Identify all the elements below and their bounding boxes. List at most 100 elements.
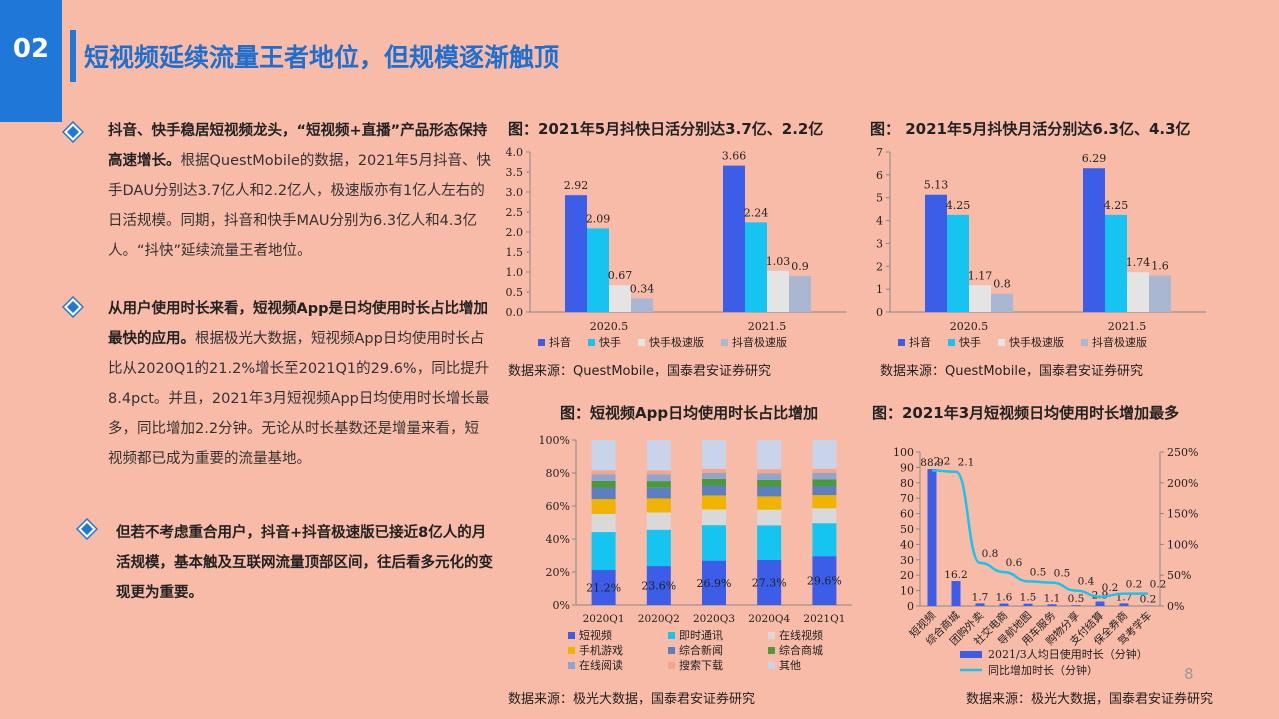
stack-seg-4-4 xyxy=(812,486,837,496)
y-tick-label: 10 xyxy=(900,585,914,598)
bar-data-label: 1.6 xyxy=(996,592,1013,604)
time-increase-combo-chart: 0 10 20 30 40 50 60 70 80 90 100 0% 50% 100% 150% 200% 2… xyxy=(893,446,1198,677)
legend-swatch xyxy=(568,632,575,639)
stack-data-label: 27.3% xyxy=(752,576,787,589)
bar-data-label: 1.74 xyxy=(1126,256,1151,269)
y-tick-label: 0.0 xyxy=(506,306,524,319)
stack-seg-4-1 xyxy=(812,523,837,557)
y-tick-label: 80% xyxy=(546,467,570,480)
bar-1-3 xyxy=(1149,275,1171,312)
bar-data-label: 0.8 xyxy=(993,278,1011,291)
stack-seg-0-8 xyxy=(591,440,616,471)
y-tick-label: 0% xyxy=(553,599,570,612)
legend-swatch xyxy=(638,339,645,346)
y-tick-label: 3 xyxy=(876,237,883,250)
line-data-label: 0.5 xyxy=(1030,566,1047,578)
bar-data-label: 1.17 xyxy=(968,269,993,282)
bullet-1-text: 根据QuestMobile的数据，2021年5月抖音、快手DAU分别达3.7亿人… xyxy=(108,153,491,259)
stack-seg-3-6 xyxy=(757,473,782,480)
stack-seg-4-6 xyxy=(812,473,837,480)
page-number: 8 xyxy=(1184,665,1194,683)
bar-data-label: 0.5 xyxy=(1068,593,1085,605)
y2-tick-label: 150% xyxy=(1167,508,1198,521)
y-tick-label: 0 xyxy=(907,600,914,613)
x-tick-label: 2020.5 xyxy=(950,320,989,333)
stack-seg-2-1 xyxy=(702,525,726,561)
chart-4-title: 图：2021年3月短视频日均使用时长增加最多 xyxy=(872,404,1180,422)
legend-swatch xyxy=(768,647,775,654)
chart-4-source: 数据来源：极光大数据，国泰君安证券研究 xyxy=(966,692,1214,707)
legend-label: 综合商城 xyxy=(779,643,823,657)
stack-seg-3-3 xyxy=(757,496,782,510)
y-tick-label: 60% xyxy=(546,500,570,513)
bar-data-label: 0.2 xyxy=(1140,594,1157,606)
line-data-label: 0.2 xyxy=(1150,579,1167,591)
slide-title: 短视频延续流量王者地位，但规模逐渐触顶 xyxy=(84,43,560,72)
stack-seg-3-1 xyxy=(757,525,782,560)
legend-label: 同比增加时长（分钟） xyxy=(988,663,1098,677)
legend-label: 快手 xyxy=(599,335,621,349)
stack-data-label: 26.9% xyxy=(697,577,732,590)
chart-2-title: 图： 2021年5月抖快月活分别达6.3亿、4.3亿 xyxy=(870,120,1191,138)
stack-seg-2-5 xyxy=(702,478,726,486)
stack-seg-0-2 xyxy=(591,513,616,533)
bar-data-label: 16.2 xyxy=(944,569,967,581)
y-tick-label: 5 xyxy=(876,192,883,205)
y2-tick-label: 0% xyxy=(1167,600,1184,613)
combo-bar-4 xyxy=(1023,603,1033,606)
y2-tick-label: 200% xyxy=(1167,477,1198,490)
y-tick-label: 7 xyxy=(876,146,883,159)
stack-seg-2-7 xyxy=(702,468,726,473)
y-tick-label: 2.0 xyxy=(506,226,524,239)
dau-bar-chart: 0.00.51.01.52.02.53.03.54.02.922.090.670… xyxy=(506,146,846,349)
stack-seg-1-8 xyxy=(646,440,671,471)
y-tick-label: 30 xyxy=(900,554,914,567)
legend-swatch xyxy=(721,339,728,346)
legend-swatch xyxy=(538,339,545,346)
bar-0-0 xyxy=(925,194,947,312)
y-tick-label: 40 xyxy=(900,538,914,551)
stack-seg-3-0 xyxy=(757,559,782,605)
legend-swatch xyxy=(948,339,955,346)
stack-seg-3-2 xyxy=(757,509,782,526)
y-tick-label: 1.0 xyxy=(506,266,524,279)
stack-seg-0-0 xyxy=(591,570,616,605)
y-tick-label: 3.5 xyxy=(506,166,524,179)
bar-0-0 xyxy=(565,195,587,312)
bar-data-label: 1.5 xyxy=(1020,592,1037,604)
increase-line xyxy=(931,469,1148,599)
y-tick-label: 0 xyxy=(876,306,883,319)
y-tick-label: 1 xyxy=(876,283,883,296)
legend-swatch xyxy=(568,647,575,654)
bar-1-0 xyxy=(1083,168,1105,312)
bar-1-2 xyxy=(1127,272,1149,312)
bar-data-label: 4.25 xyxy=(946,199,971,212)
bar-0-3 xyxy=(991,293,1013,312)
bullet-1: 抖音、快手稳居短视频龙头，“短视频+直播”产品形态保持高速增长。根据QuestM… xyxy=(108,116,492,266)
bar-data-label: 1.1 xyxy=(1044,592,1061,604)
y-tick-label: 60 xyxy=(900,508,914,521)
legend-label: 快手 xyxy=(959,335,981,349)
bullet-2-text: 根据极光大数据，短视频App日均使用时长占比从2020Q1的21.2%增长至20… xyxy=(108,331,490,467)
line-data-label: 2.1 xyxy=(958,457,975,469)
combo-bar-2 xyxy=(975,603,985,606)
stack-seg-2-4 xyxy=(702,485,726,496)
stack-seg-1-0 xyxy=(646,566,671,605)
bullet-2: 从用户使用时长来看，短视频App是日均使用时长占比增加最快的应用。根据极光大数据… xyxy=(108,294,492,474)
line-data-label: 0.2 xyxy=(1126,579,1143,591)
y-tick-label: 4 xyxy=(876,215,883,228)
y-tick-label: 4.0 xyxy=(506,146,524,159)
y-tick-label: 3.0 xyxy=(506,186,524,199)
x-tick-label: 2021Q1 xyxy=(803,613,845,625)
bar-data-label: 0.34 xyxy=(630,282,655,295)
stack-seg-1-4 xyxy=(646,487,671,499)
legend-swatch xyxy=(1081,339,1088,346)
x-tick-label: 2021.5 xyxy=(1108,320,1147,333)
bar-data-label: 4.25 xyxy=(1104,199,1129,212)
line-data-label: 0.8 xyxy=(982,548,999,560)
stack-seg-0-3 xyxy=(591,499,616,514)
line-data-label: 0.2 xyxy=(1102,582,1119,594)
stack-seg-1-3 xyxy=(646,498,671,513)
bar-data-label: 88.9 xyxy=(920,457,943,469)
legend-label: 在线阅读 xyxy=(579,658,623,672)
